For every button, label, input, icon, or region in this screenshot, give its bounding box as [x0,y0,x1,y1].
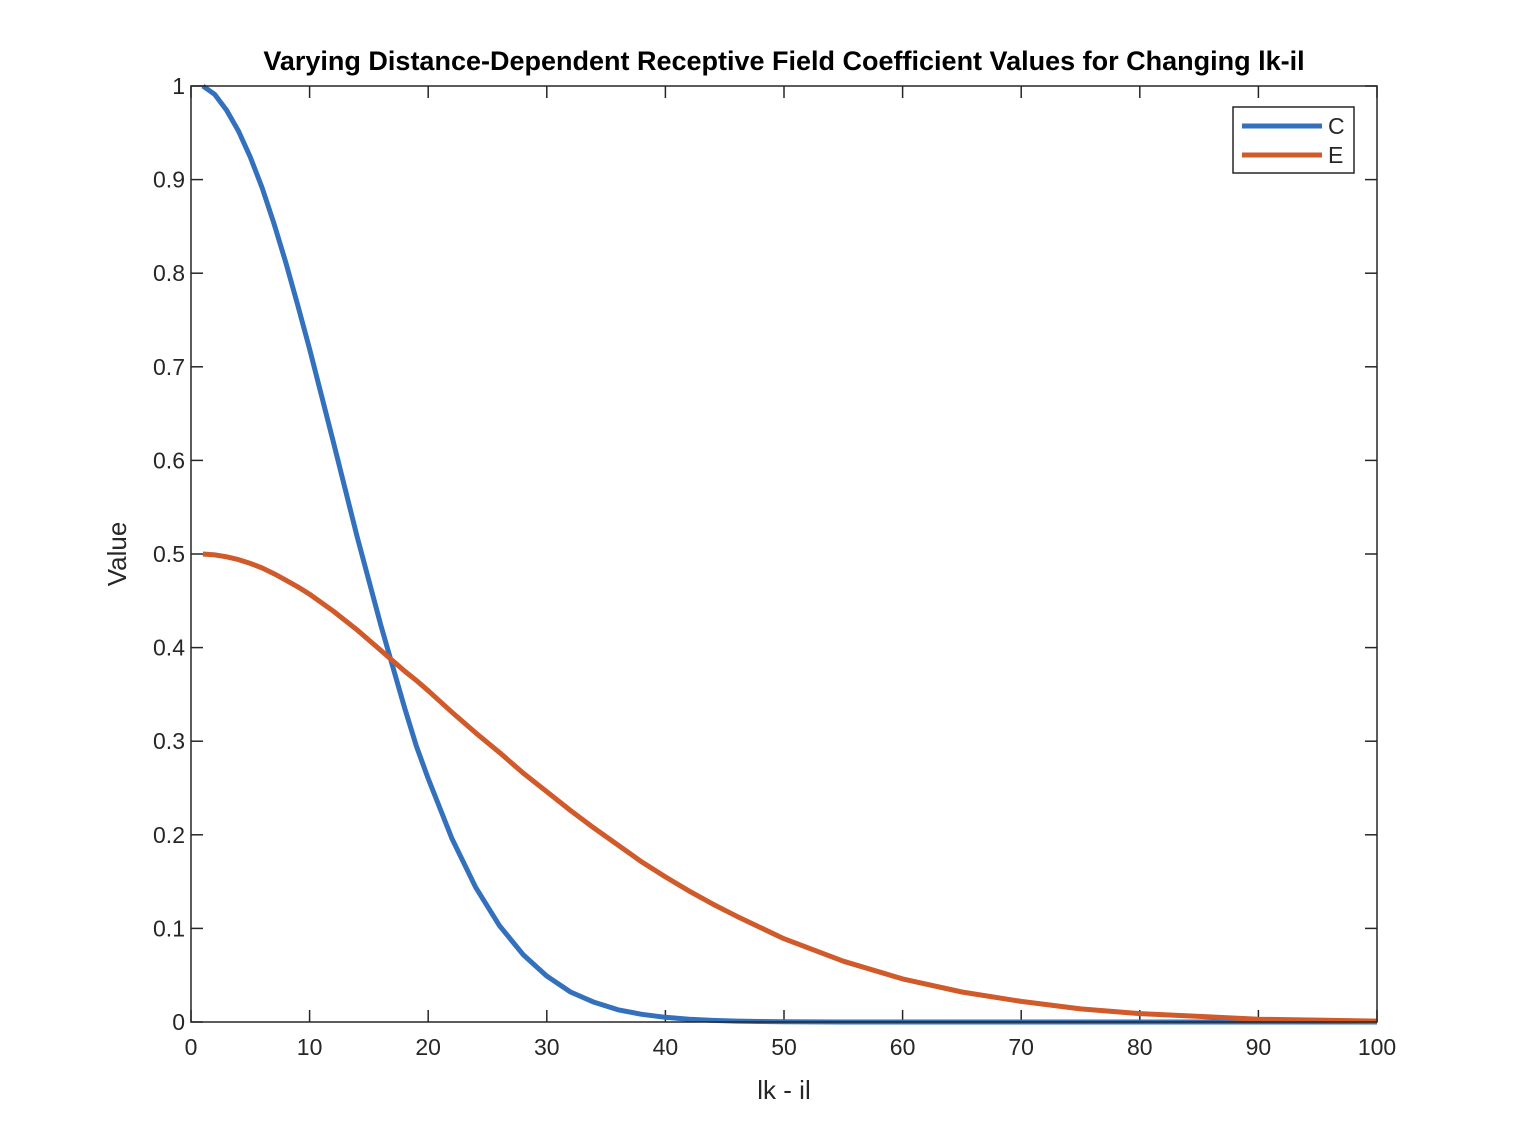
x-tick-label: 50 [771,1034,797,1060]
plot-area [191,86,1377,1022]
x-axis-label: lk - il [757,1075,810,1105]
y-tick-label: 0.3 [153,728,185,754]
legend-label-e: E [1328,142,1343,168]
x-tick-label: 70 [1008,1034,1034,1060]
legend-label-c: C [1328,113,1345,139]
plot-frame [190,85,1378,1023]
x-tick-label: 10 [297,1034,323,1060]
y-axis-label: Value [102,522,132,587]
x-tick-label: 40 [653,1034,679,1060]
y-tick-label: 0.9 [153,167,185,193]
y-tick-label: 0 [172,1009,185,1035]
y-tick-label: 0.8 [153,260,185,286]
chart-title: Varying Distance-Dependent Receptive Fie… [263,46,1304,76]
y-tick-label: 0.4 [153,635,185,661]
y-tick-label: 0.1 [153,915,185,941]
y-tick-label: 0.7 [153,354,185,380]
x-tick-label: 30 [534,1034,560,1060]
x-tick-label: 90 [1246,1034,1272,1060]
y-tick-label: 0.5 [153,541,185,567]
y-tick-label: 1 [172,73,185,99]
x-tick-label: 60 [890,1034,916,1060]
y-tick-label: 0.2 [153,822,185,848]
legend-box [1232,106,1355,174]
ticks-layer: 0 10 20 30 40 50 60 70 80 90 100 0 0.1 0.2 0.3 0.4 0.5 0.… [153,73,1396,1060]
x-tick-label: 0 [185,1034,198,1060]
y-tick-label: 0.6 [153,447,185,473]
x-tick-label: 100 [1358,1034,1396,1060]
series-line-e [202,551,1378,1024]
legend: C E [1232,106,1355,174]
x-tick-label: 20 [415,1034,441,1060]
x-tick-label: 80 [1127,1034,1153,1060]
